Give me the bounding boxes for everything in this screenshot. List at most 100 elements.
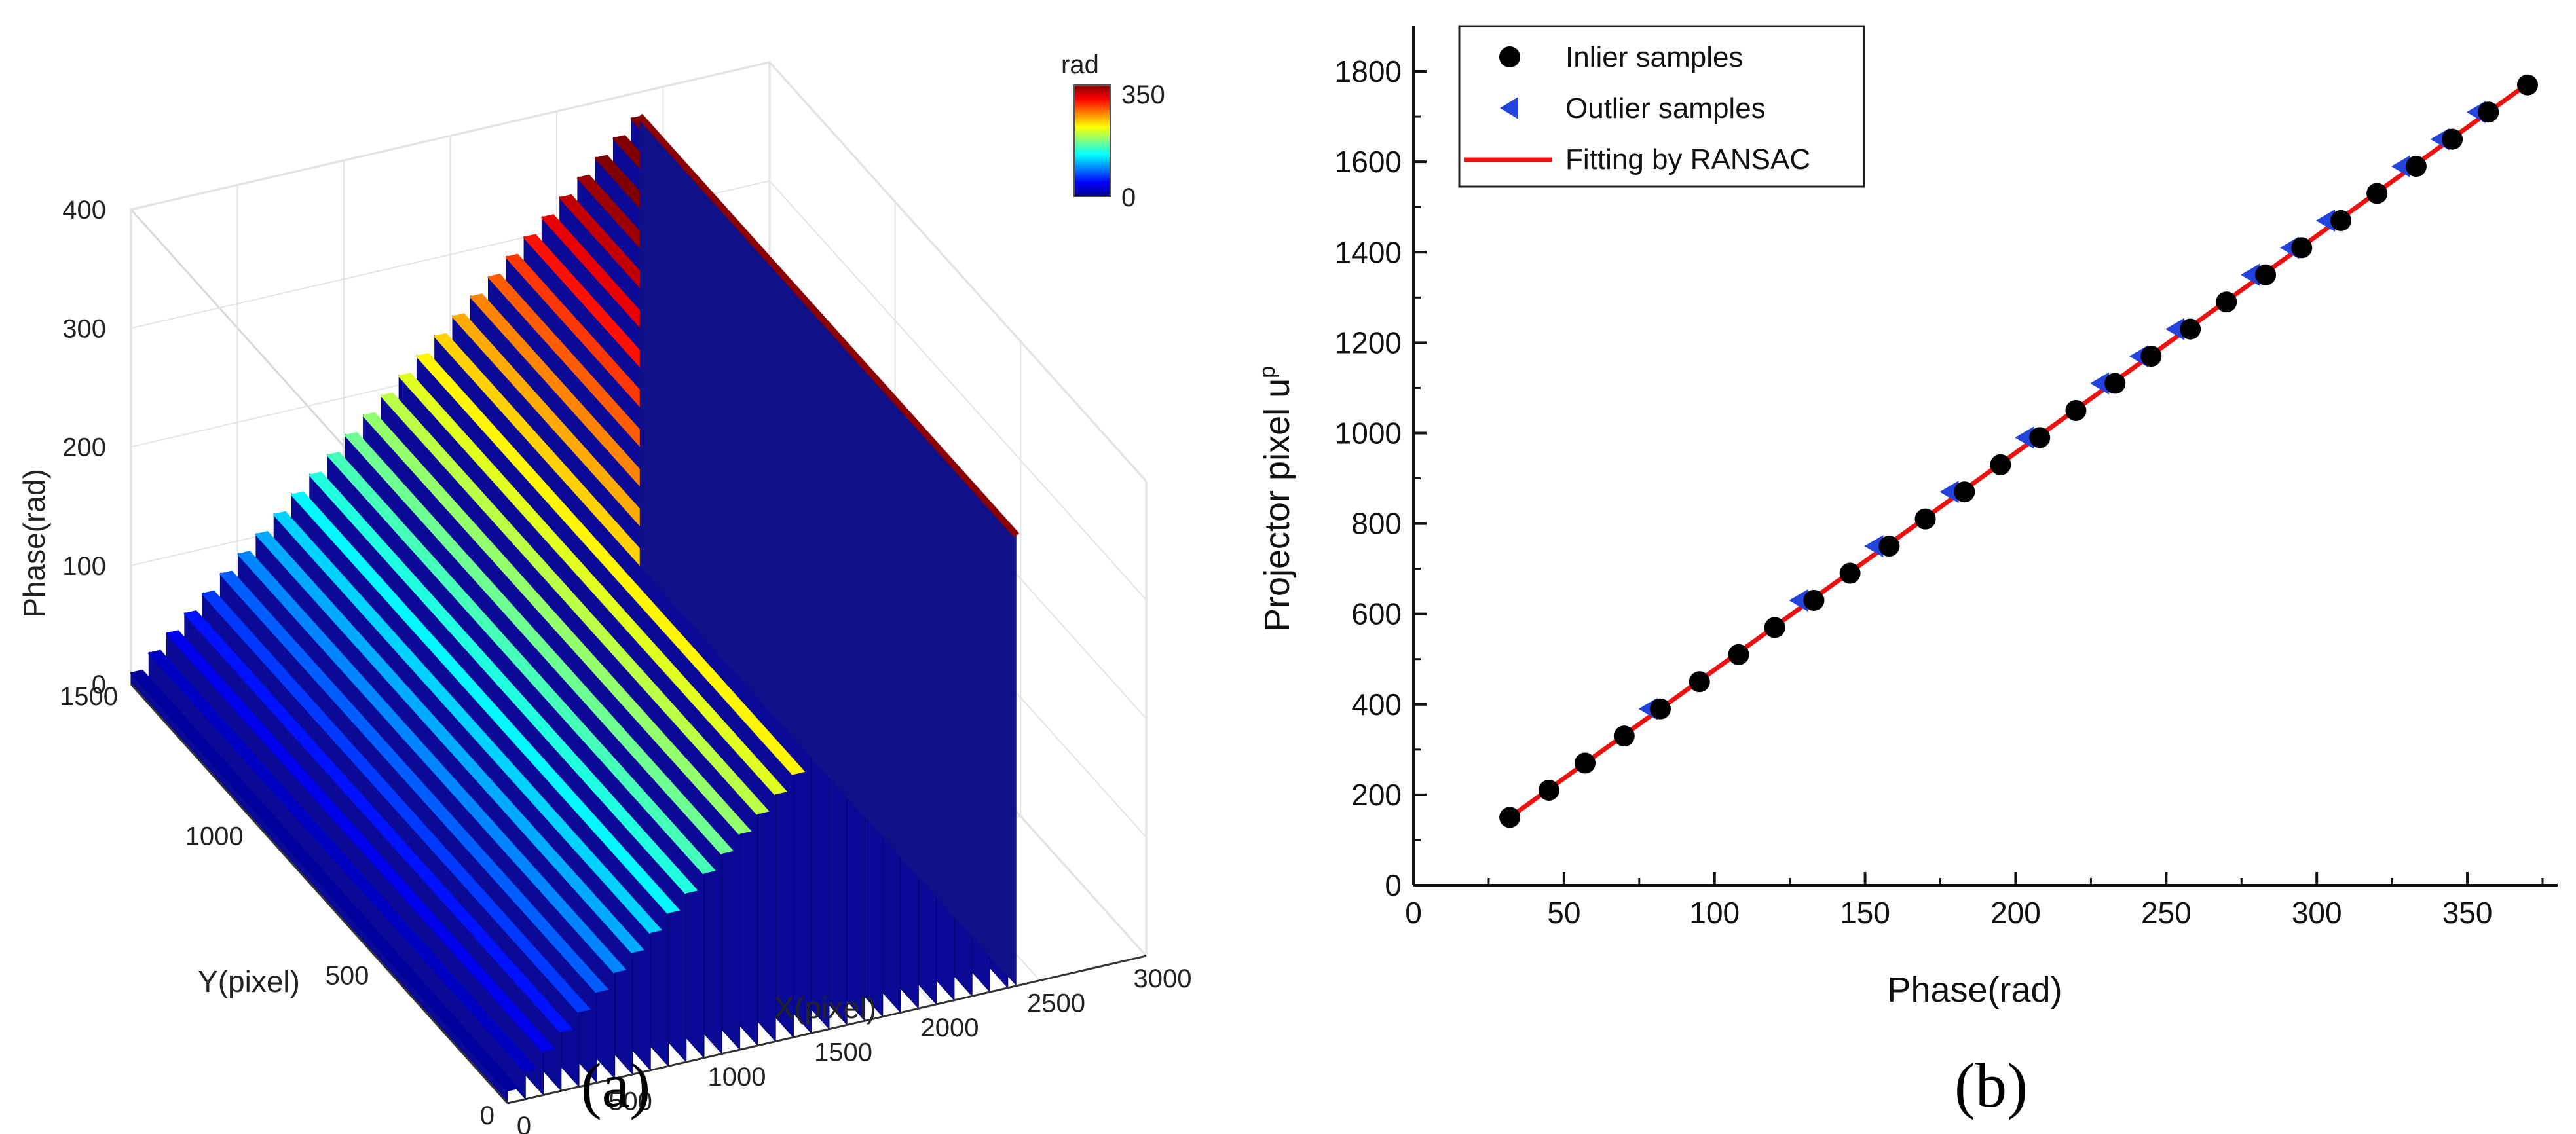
y-tick-label: 800 (1351, 507, 1402, 541)
y-tick-label: 1400 (1335, 235, 1402, 269)
inlier-point (1613, 725, 1635, 747)
z-tick-label: 100 (62, 552, 106, 581)
inlier-point (2255, 264, 2277, 285)
surface-side-wall (639, 116, 1017, 986)
outlier-point (2241, 263, 2260, 286)
x-tick-label: 2500 (1027, 989, 1085, 1018)
inlier-point (2291, 237, 2313, 259)
inlier-point (2216, 291, 2237, 313)
outlier-point (2316, 209, 2336, 232)
y-axis-label: Projector pixel up (1255, 366, 1297, 632)
y-tick-label: 1600 (1335, 145, 1402, 179)
inlier-point (1990, 454, 2011, 475)
y-tick-label: 1200 (1335, 325, 1402, 359)
y-tick-label: 400 (1351, 687, 1402, 722)
inlier-point (2405, 156, 2427, 177)
y-tick-label: 600 (1351, 597, 1402, 631)
x-tick-label: 500 (608, 1088, 652, 1116)
inlier-point (2517, 74, 2539, 96)
outlier-point (2015, 426, 2034, 449)
x-tick-label: 1000 (708, 1063, 766, 1091)
legend-marker-outlier (1500, 97, 1518, 119)
panel-label-b: (b) (1954, 1050, 2028, 1120)
outlier-point (2090, 372, 2110, 395)
phase-stripes (130, 113, 1020, 1105)
inlier-point (2330, 210, 2351, 231)
legend-label-ransac: Fitting by RANSAC (1565, 143, 1810, 175)
inlier-point (2029, 427, 2051, 448)
ransac-fit-line (1508, 77, 2535, 820)
z-tick-label: 0 (92, 670, 106, 699)
inlier-point (1839, 562, 1861, 584)
x-tick-label: 3000 (1134, 964, 1192, 993)
z-tick-label: 400 (62, 196, 106, 225)
inlier-point (1649, 698, 1671, 720)
inlier-point (1954, 481, 1975, 503)
inlier-point (1764, 617, 1785, 638)
inlier-point (2104, 373, 2126, 394)
plot-area (1499, 74, 2539, 828)
colorbar-title: rad (1061, 50, 1099, 79)
y-tick-label: 1000 (185, 822, 244, 850)
inlier-point (2478, 101, 2499, 123)
y-tick-label: 0 (1385, 868, 1402, 902)
inlier-point (2140, 346, 2162, 367)
inlier-point (2366, 183, 2388, 204)
x-tick-label: 300 (2292, 896, 2342, 930)
front-axes (130, 683, 1147, 1105)
x-tick-label: 50 (1547, 896, 1580, 930)
legend-label-outlier: Outlier samples (1565, 92, 1766, 124)
inlier-point (1914, 508, 1936, 530)
y-axis-label-superscript: p (1255, 366, 1280, 378)
legend-marker-inlier (1499, 46, 1520, 67)
y-tick-label: 500 (326, 962, 369, 991)
z-axis-label: Phase(rad) (17, 469, 51, 618)
colorbar-scale (1073, 84, 1111, 197)
colorbar: rad 350 0 (1061, 50, 1165, 212)
y-tick-label: 1000 (1335, 416, 1402, 450)
scatter-chart: 0 200 400 600 800 1000 1200 1400 1600 1800 0 50 100 1… (1255, 25, 2558, 1120)
surface-chart: 0100200300400050010001500050010001500200… (17, 50, 1191, 1134)
inlier-point (2065, 399, 2087, 421)
x-tick-label: 350 (2442, 896, 2493, 930)
legend: Inlier samples Outlier samples Fitting b… (1458, 25, 1865, 188)
y-tick-label: 1500 (60, 682, 118, 711)
y-axis-label: Y(pixel) (198, 964, 300, 998)
y-tick-label: 1800 (1335, 54, 1402, 88)
outlier-point (1789, 589, 1808, 612)
x-tick-label: 100 (1689, 896, 1740, 930)
inlier-point (1728, 644, 1749, 665)
x-tick-label: 250 (2141, 896, 2192, 930)
panel-label-a: (a) (581, 1050, 651, 1120)
inlier-point (1575, 752, 1596, 774)
surface-top-edge (637, 113, 1019, 538)
colorbar-min-label: 0 (1121, 183, 1136, 212)
inlier-point (1803, 589, 1825, 611)
z-tick-label: 300 (62, 314, 106, 343)
inlier-point (1499, 807, 1521, 828)
x-axis-label: Phase(rad) (1887, 970, 2062, 1010)
outlier-point (1939, 481, 1959, 503)
y-tick-label: 0 (480, 1101, 495, 1130)
outlier-point (2165, 318, 2185, 340)
outlier-point (1864, 535, 1884, 558)
inlier-point (1878, 536, 1900, 557)
x-tick-label: 1500 (814, 1038, 872, 1067)
x-tick-label: 0 (1405, 896, 1422, 930)
inlier-point (1538, 779, 1559, 801)
x-tick-label: 200 (1990, 896, 2041, 930)
colorbar-max-label: 350 (1121, 81, 1165, 109)
z-tick-label: 200 (62, 433, 106, 462)
y-tick-label: 200 (1351, 778, 1402, 812)
x-axis-label: X(pixel) (774, 991, 876, 1025)
x-tick-label: 2000 (921, 1014, 979, 1042)
inlier-point (1689, 671, 1710, 693)
x-tick-label: 150 (1840, 896, 1890, 930)
axes-frame (1412, 26, 2558, 887)
x-tick-label: 0 (517, 1112, 531, 1134)
inlier-point (2180, 318, 2201, 340)
outlier-point (2391, 155, 2410, 178)
inlier-point (2442, 128, 2463, 150)
legend-label-inlier: Inlier samples (1565, 41, 1743, 73)
